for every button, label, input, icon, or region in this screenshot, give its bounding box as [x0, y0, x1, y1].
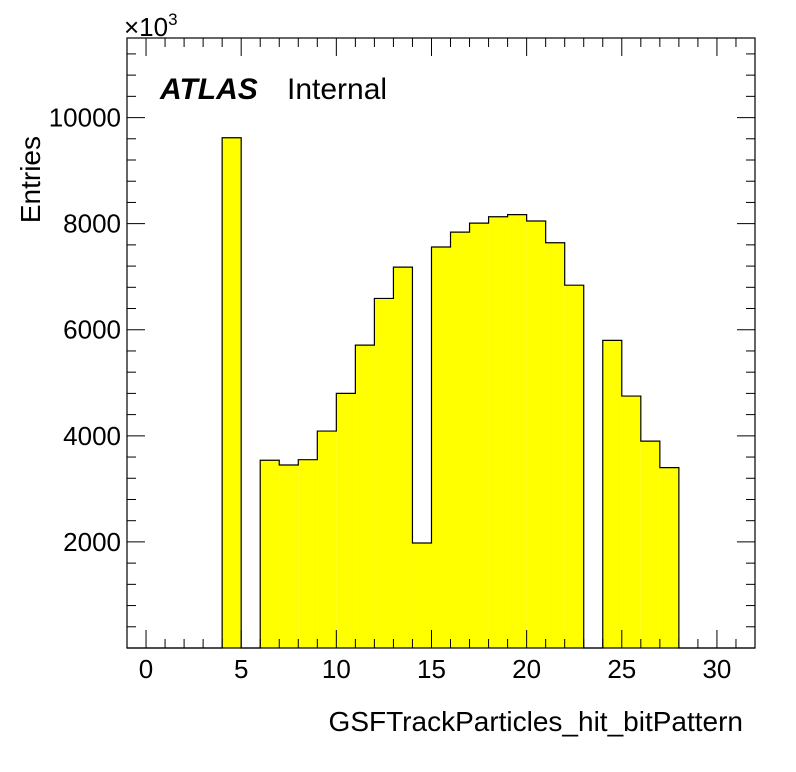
x-tick-label: 10 [322, 654, 351, 684]
x-tick-label: 25 [607, 654, 636, 684]
histogram-bar [317, 431, 337, 648]
x-tick-label: 15 [417, 654, 446, 684]
plot-frame [126, 37, 756, 649]
y-axis-title: Entries [15, 136, 46, 223]
x-tick-label: 30 [702, 654, 731, 684]
histogram-bar [298, 459, 318, 648]
y-tick-labels: 2000 4000 6000 8000 10000 [49, 103, 121, 557]
x-tick-label: 0 [139, 654, 153, 684]
y-tick-label: 4000 [63, 421, 121, 451]
histogram-bar [564, 285, 584, 648]
x-tick-labels: 0 5 10 15 20 25 30 [139, 654, 732, 684]
histogram-bar [279, 465, 299, 648]
histogram-bar [659, 467, 679, 648]
x-tick-label: 20 [512, 654, 541, 684]
x-tick-label: 5 [234, 654, 248, 684]
histogram-bar [526, 221, 546, 648]
histogram-bar [640, 441, 660, 648]
histogram-bar [450, 232, 470, 648]
histogram-bar [260, 460, 280, 648]
histogram-bar [431, 246, 451, 648]
internal-label: Internal [287, 73, 387, 106]
histogram-bar [222, 137, 242, 648]
histogram-bar [355, 345, 375, 648]
histogram-bar [545, 242, 565, 648]
y-tick-label: 8000 [63, 209, 121, 239]
histogram-bar [336, 393, 356, 648]
y-tick-label: 2000 [63, 527, 121, 557]
histogram-bar [469, 223, 489, 648]
histogram-bar [621, 396, 641, 648]
axis-ticks [126, 38, 756, 648]
histogram-bar [507, 214, 527, 649]
atlas-label: ATLAS [159, 73, 258, 106]
histogram-bar [488, 216, 508, 648]
x-axis-title: GSFTrackParticles_hit_bitPattern [329, 706, 743, 737]
histogram-bar [412, 542, 432, 648]
histogram-bar [393, 267, 413, 648]
y-multiplier: ×103 [124, 10, 178, 42]
histogram-bars [127, 137, 755, 649]
y-tick-label: 10000 [49, 103, 121, 133]
histogram-bar [602, 340, 622, 648]
histogram-outline [127, 137, 755, 649]
histogram-bar [374, 298, 394, 648]
y-tick-label: 6000 [63, 315, 121, 345]
